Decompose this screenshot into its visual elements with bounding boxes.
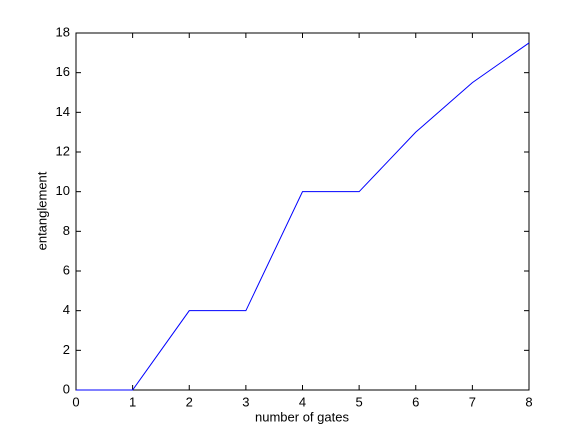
x-tick-label: 2 — [186, 394, 193, 409]
y-tick-label: 18 — [56, 24, 70, 39]
y-tick-label: 6 — [63, 262, 70, 277]
y-tick-label: 2 — [63, 342, 70, 357]
axes-box — [75, 32, 530, 391]
x-tick-label: 1 — [129, 394, 136, 409]
x-tick-label: 7 — [469, 394, 476, 409]
x-tick-label: 5 — [356, 394, 363, 409]
y-tick-label: 4 — [63, 302, 70, 317]
y-tick-label: 12 — [56, 143, 70, 158]
y-tick-label: 16 — [56, 64, 70, 79]
y-tick-label: 0 — [63, 381, 70, 396]
y-tick-label: 10 — [56, 183, 70, 198]
x-tick-label: 3 — [242, 394, 249, 409]
x-tick-label: 4 — [299, 394, 306, 409]
x-tick-label: 6 — [412, 394, 419, 409]
y-tick-label: 14 — [56, 104, 70, 119]
y-tick-label: 8 — [63, 223, 70, 238]
x-tick-label: 0 — [72, 394, 79, 409]
line-series — [76, 42, 530, 391]
x-tick-label: 8 — [525, 394, 532, 409]
x-axis-label: number of gates — [255, 409, 349, 424]
y-axis-label: entanglement — [34, 171, 49, 250]
